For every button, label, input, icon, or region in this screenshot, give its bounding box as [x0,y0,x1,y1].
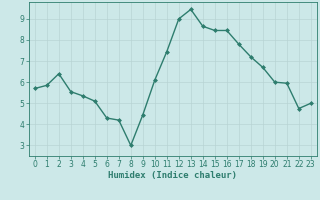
X-axis label: Humidex (Indice chaleur): Humidex (Indice chaleur) [108,171,237,180]
